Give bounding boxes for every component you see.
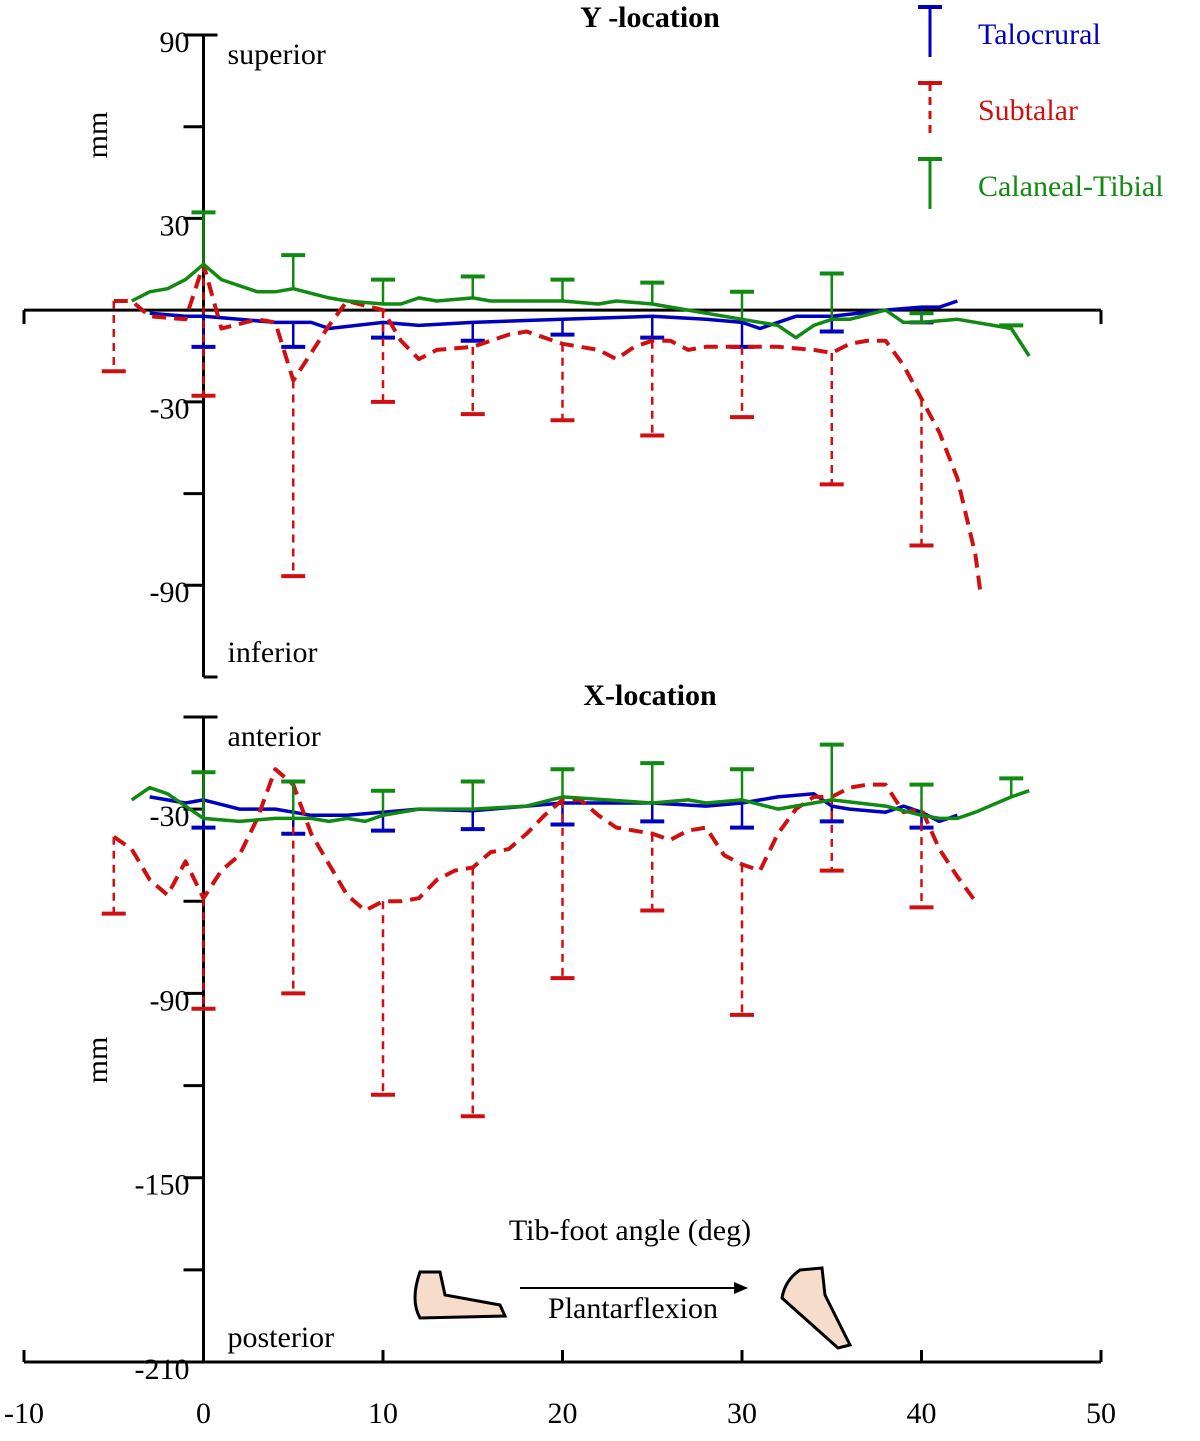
series-line: [113, 262, 983, 595]
legend-label: Subtalar: [978, 94, 1078, 127]
chart-title: Y -location: [580, 1, 720, 34]
y-axis-label: mm: [81, 112, 114, 159]
series-line: [112, 767, 978, 913]
top-label: superior: [228, 38, 326, 71]
y-axis-label: mm: [81, 1037, 114, 1084]
x-tick-label: 40: [907, 1397, 937, 1430]
y-tick-label: -150: [135, 1169, 190, 1202]
top-label: anterior: [228, 720, 321, 753]
x-tick-label: 0: [196, 1397, 211, 1430]
x-axis-label: Tib-foot angle (deg): [509, 1214, 751, 1247]
bottom-label: posterior: [228, 1321, 335, 1354]
y-tick-label: 30: [160, 209, 190, 242]
series-line: [130, 785, 1030, 824]
legend-label: Calaneal-Tibial: [978, 170, 1164, 203]
x-tick-label: -10: [4, 1397, 44, 1430]
annotation: Plantarflexion: [548, 1292, 718, 1325]
chart-title: X-location: [583, 679, 717, 712]
series-line: [130, 262, 1031, 357]
x-tick-label: 30: [727, 1397, 757, 1430]
x-tick-label: 10: [368, 1397, 398, 1430]
foot-icon: [413, 1266, 853, 1350]
arrow-head: [734, 1282, 748, 1294]
bottom-label: inferior: [228, 636, 318, 669]
y-tick-label: -30: [150, 393, 190, 426]
y-tick-label: -90: [150, 984, 190, 1017]
y-tick-label: -90: [150, 576, 190, 609]
y-tick-label: -210: [135, 1353, 190, 1386]
x-tick-label: 50: [1086, 1397, 1116, 1430]
x-tick-label: 20: [548, 1397, 578, 1430]
y-tick-label: 90: [160, 26, 190, 59]
series-line: [149, 299, 958, 331]
legend-label: Talocrural: [978, 18, 1101, 51]
